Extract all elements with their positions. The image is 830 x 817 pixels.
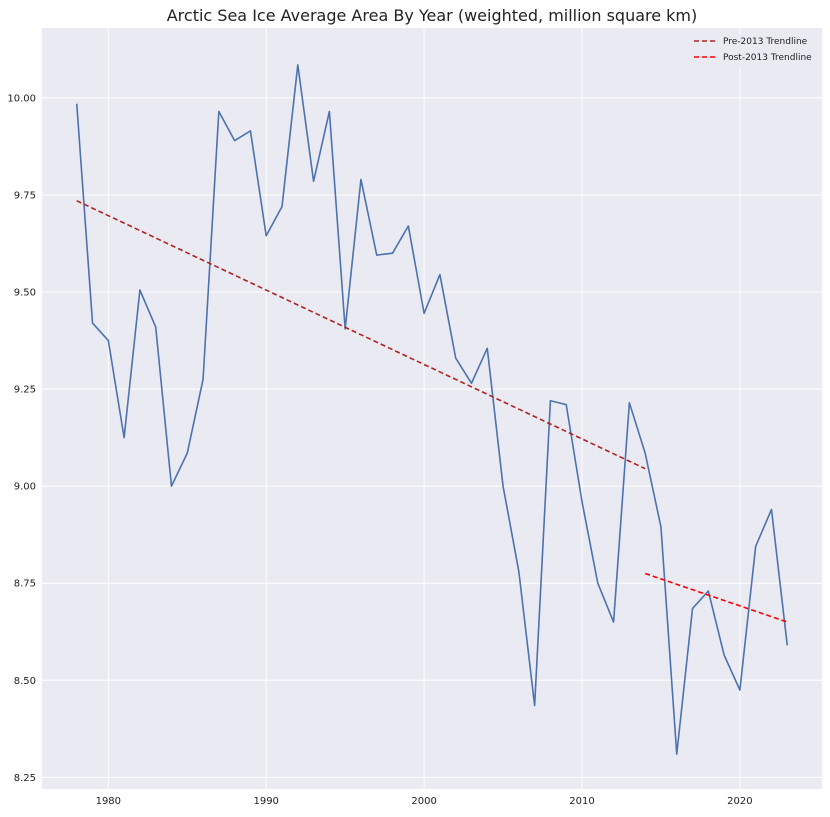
y-tick-label: 10.00 [7,93,36,104]
axis-ticks: 1980 1990 2000 2010 2020 8.25 8.50 8.75 9.00 9.25… [7,93,752,807]
x-tick-label: 2000 [411,796,436,807]
x-tick-label: 2020 [727,796,752,807]
x-tick-label: 1980 [96,796,121,807]
grid [42,28,822,789]
y-tick-label: 9.00 [14,482,36,493]
series-line-sea-ice-area [75,64,789,755]
legend: Pre-2013 Trendline Post-2013 Trendline [690,34,818,68]
trendline-pre-2013 [76,200,646,470]
y-tick-label: 9.50 [14,288,36,299]
legend-box [690,34,818,68]
y-tick-label: 8.25 [14,773,36,784]
chart-title: Arctic Sea Ice Average Area By Year (wei… [167,6,698,25]
plot-background [42,28,822,789]
x-tick-label: 2010 [569,796,594,807]
trendline-post-2013 [644,572,788,623]
legend-label-pre-2013: Pre-2013 Trendline [723,37,808,47]
series-lines [75,64,789,755]
y-tick-label: 8.50 [14,676,36,687]
y-tick-label: 8.75 [14,579,36,590]
y-tick-label: 9.25 [14,385,36,396]
y-tick-label: 9.75 [14,190,36,201]
legend-label-post-2013: Post-2013 Trendline [723,53,812,63]
x-tick-label: 1990 [253,796,278,807]
